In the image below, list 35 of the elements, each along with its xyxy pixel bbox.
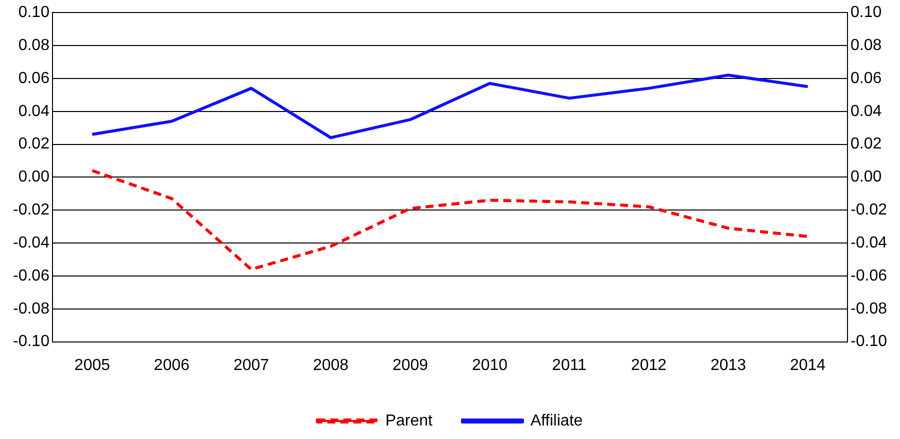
legend-label: Parent	[385, 412, 434, 430]
y-tick-label: -0.02	[13, 202, 50, 219]
y2-tick-label: 0.06	[850, 70, 882, 87]
y2-tick-label: -0.08	[850, 300, 888, 318]
y-tick-label: 0.08	[18, 36, 50, 54]
y-tick-label: 0.06	[18, 70, 50, 87]
y-tick-label: 0.02	[18, 136, 50, 153]
y-tick-label: 0.04	[18, 102, 50, 120]
x-tick-label: 2014	[790, 356, 826, 374]
y2-tick-label: 0.10	[850, 4, 882, 22]
x-tick-label: 2008	[312, 356, 349, 374]
x-tick-label: 2013	[710, 356, 746, 374]
y-tick-label: -0.08	[13, 300, 50, 318]
y2-tick-label: 0.08	[850, 36, 882, 54]
y-tick-label: -0.04	[13, 234, 50, 252]
y2-tick-label: -0.02	[850, 202, 888, 219]
y-tick-label: -0.10	[13, 333, 50, 350]
y2-tick-label: -0.04	[850, 234, 888, 252]
y-tick-label: 0.10	[18, 4, 50, 22]
y-tick-label: 0.00	[18, 168, 50, 186]
x-tick-label: 2011	[552, 356, 587, 374]
y2-tick-label: 0.02	[850, 136, 882, 153]
legend-label: Affiliate	[530, 412, 583, 430]
y-tick-label: -0.06	[13, 267, 50, 284]
x-tick-label: 2007	[233, 356, 270, 374]
y2-tick-label: -0.10	[850, 333, 888, 350]
y2-tick-label: 0.00	[850, 168, 882, 186]
x-tick-label: 2010	[472, 356, 508, 374]
x-tick-label: 2012	[630, 356, 667, 374]
line-series	[90, 169, 810, 271]
y2-tick-label: 0.04	[850, 102, 882, 120]
x-tick-label: 2006	[154, 356, 190, 374]
x-tick-label: 2009	[392, 356, 428, 374]
x-tick-label: 2005	[74, 356, 110, 374]
y2-tick-label: -0.06	[850, 267, 888, 284]
